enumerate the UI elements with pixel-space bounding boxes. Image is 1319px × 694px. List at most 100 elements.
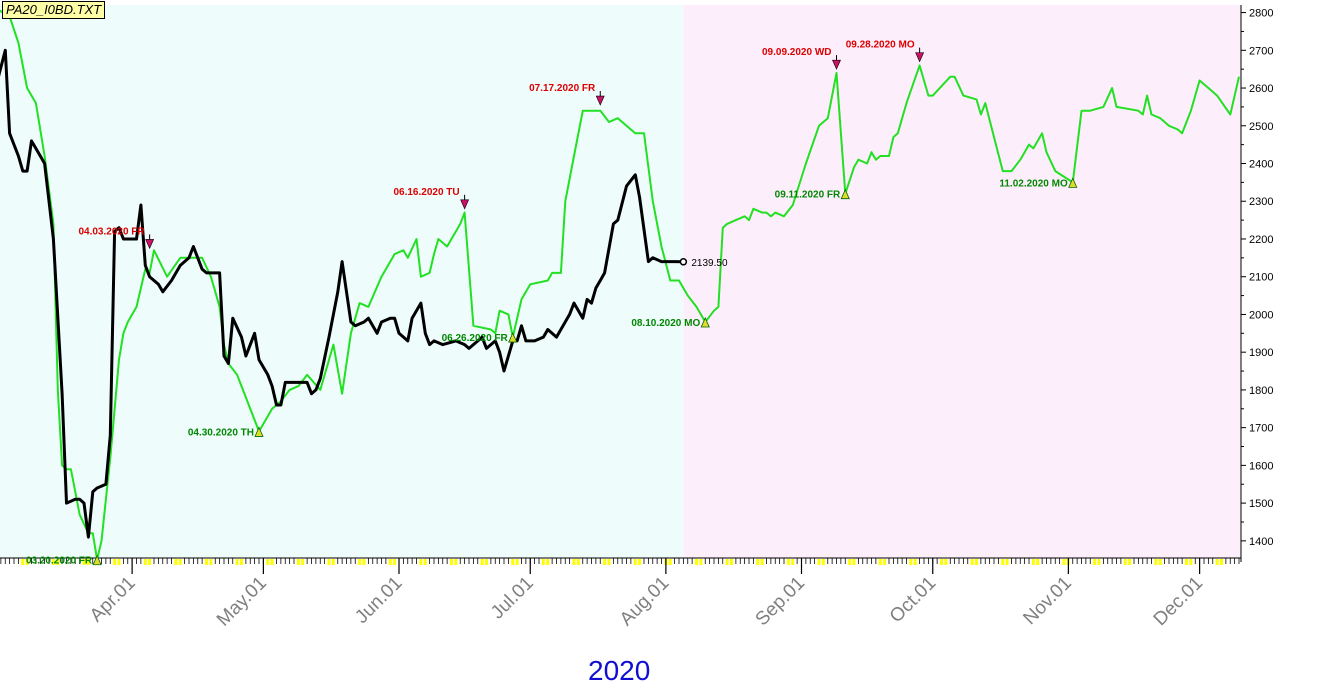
weekend-tick — [1189, 559, 1193, 565]
weekend-tick — [25, 559, 29, 565]
series-layer: 2139.50 — [0, 9, 1240, 560]
y-tick-label: 1800 — [1249, 385, 1273, 397]
high-arrow-marker — [460, 199, 470, 210]
low-annotation-label: 04.30.2020 TH — [188, 427, 254, 438]
weekend-tick — [1123, 559, 1127, 565]
weekend-tick — [240, 559, 243, 565]
weekend-tick — [1158, 559, 1162, 565]
weekend-tick — [143, 559, 147, 565]
weekend-tick — [358, 559, 362, 565]
year-label: 2020 — [588, 655, 651, 686]
y-tick-label: 1900 — [1249, 347, 1273, 359]
series-line-black — [0, 48, 684, 539]
weekend-tick — [450, 559, 453, 565]
month-tick-label: Nov.01 — [1019, 573, 1075, 629]
month-tick-label: Oct.01 — [886, 573, 940, 627]
weekend-tick — [174, 559, 178, 565]
weekend-tick — [419, 559, 423, 565]
weekend-tick — [848, 559, 852, 565]
weekend-tick — [940, 559, 943, 565]
low-triangle-marker — [840, 188, 850, 200]
low-annotation-label: 09.11.2020 FR — [775, 190, 841, 201]
weekend-tick — [607, 559, 611, 565]
weekend-tick — [817, 559, 821, 565]
y-tick-label: 2000 — [1249, 309, 1273, 321]
weekend-tick — [541, 559, 545, 565]
weekend-tick — [1215, 559, 1219, 565]
high-annotation-label: 09.09.2020 WD — [762, 47, 832, 58]
weekend-tick — [515, 559, 519, 565]
high-annotation-label: 04.03.2020 FR — [78, 226, 145, 237]
weekend-tick — [699, 559, 703, 565]
weekend-tick — [1097, 559, 1101, 565]
low-triangle-marker — [92, 554, 102, 566]
last-value-marker — [679, 258, 688, 266]
weekend-tick — [327, 559, 331, 565]
weekend-tick — [235, 559, 239, 565]
weekend-tick — [209, 559, 213, 565]
weekend-tick — [388, 559, 392, 565]
y-tick-label: 2500 — [1249, 121, 1273, 133]
low-annotation-label: 03.20.2020 FR — [26, 556, 93, 567]
y-tick-label: 1400 — [1249, 536, 1273, 548]
series-line-green — [0, 9, 1240, 560]
weekend-tick — [266, 559, 270, 565]
weekend-tick — [113, 559, 117, 565]
y-tick-label: 2800 — [1249, 8, 1273, 20]
weekend-tick — [205, 559, 208, 565]
weekend-tick — [362, 559, 366, 565]
weekend-tick — [1154, 559, 1158, 565]
weekend-tick — [1001, 559, 1005, 565]
weekend-tick — [1062, 559, 1066, 565]
weekend-tick — [1185, 559, 1188, 565]
weekend-tick — [725, 559, 729, 565]
month-tick-label: Mar.01 — [0, 573, 4, 629]
weekend-tick — [82, 559, 86, 565]
projection-background — [683, 5, 1241, 558]
low-annotation-label: 11.02.2020 MO — [999, 178, 1068, 189]
weekend-tick — [1031, 559, 1035, 565]
high-arrow-marker — [145, 239, 155, 250]
weekend-tick — [1036, 559, 1040, 565]
weekend-tick — [21, 559, 25, 565]
weekend-tick — [668, 559, 672, 565]
y-tick-label: 1500 — [1249, 498, 1273, 510]
y-tick-label: 1600 — [1249, 460, 1273, 472]
weekend-tick — [638, 559, 642, 565]
weekend-tick — [695, 559, 698, 565]
high-annotation-label: 06.16.2020 TU — [393, 187, 459, 198]
weekend-tick — [760, 559, 764, 565]
weekend-tick — [633, 559, 637, 565]
high-arrow-marker — [832, 59, 841, 70]
weekend-tick — [117, 559, 121, 565]
weekend-tick — [148, 559, 152, 565]
weekend-tick — [56, 559, 60, 565]
month-tick-label: Jun.01 — [351, 573, 406, 628]
weekend-tick — [485, 559, 488, 565]
weekend-tick — [480, 559, 484, 565]
weekend-tick — [270, 559, 274, 565]
weekend-tick — [878, 559, 882, 565]
weekend-tick — [454, 559, 458, 565]
weekend-tick — [86, 559, 90, 565]
weekend-tick — [791, 559, 795, 565]
low-annotation-label: 06.26.2020 FR — [442, 333, 509, 344]
weekend-tick — [944, 559, 948, 565]
weekend-tick — [178, 559, 182, 565]
weekend-tick — [730, 559, 733, 565]
weekend-tick — [423, 559, 427, 565]
weekend-tick — [1005, 559, 1009, 565]
high-arrow-marker — [915, 52, 925, 63]
low-triangle-marker — [700, 317, 710, 328]
high-annotation-label: 07.17.2020 FR — [529, 83, 596, 94]
weekend-tick — [756, 559, 760, 565]
last-value-label: 2139.50 — [691, 258, 728, 269]
month-tick-label: Apr.01 — [86, 573, 140, 627]
weekend-tick — [576, 559, 580, 565]
annotations-layer: 03.20.2020 FR 04.03.2020 FR 04.30.2020 TH 0… — [26, 40, 1078, 567]
y-tick-label: 2300 — [1249, 196, 1273, 208]
weekend-tick — [913, 559, 917, 565]
y-tick-label: 1700 — [1249, 423, 1273, 435]
weekend-tick — [970, 559, 974, 565]
